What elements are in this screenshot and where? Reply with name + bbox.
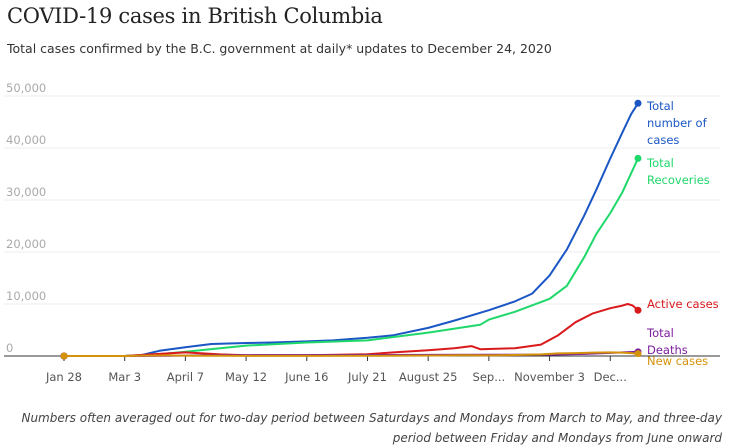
total-deaths-label-line: Deaths [647,343,688,357]
x-tick-label: Jan 28 [45,370,82,384]
total-recoveries-label: Total Recoveries [646,156,710,187]
new-cases-line [63,351,639,357]
total-number-of-cases-label-line: number of [647,116,708,130]
x-tick-label: August 25 [399,370,458,384]
x-tick-label: May 12 [225,370,267,384]
total-number-of-cases-label-line: Total [646,99,674,113]
x-tick-label: Mar 3 [108,370,141,384]
total-recoveries-line [63,157,639,357]
total-deaths-label: Total Deaths [646,326,688,357]
x-tick-label: Sep... [473,370,506,384]
total-recoveries-label-line: Total [646,156,674,170]
total-number-of-cases-label: Total number of cases [646,99,708,147]
y-tick-label: 30,000 [6,185,46,199]
x-axis-ticks: Jan 28 Mar 3 April 7 May 12 June 16 July 21 Au… [45,356,627,384]
chart-subtitle: Total cases confirmed by the B.C. govern… [7,41,552,56]
total-number-of-cases-label-line: cases [647,133,679,147]
y-tick-label: 20,000 [6,237,46,251]
y-tick-label: 10,000 [6,289,46,303]
total-recoveries-label-line: Recoveries [647,173,710,187]
series-labels: Total number of cases Total Recoveries Active… [646,99,719,368]
chart-title: COVID-19 cases in British Columbia [7,4,383,28]
total-deaths-label-line: Total [646,326,674,340]
footnote: Numbers often averaged out for two-day p… [21,411,722,445]
x-tick-label: July 21 [347,370,387,384]
x-tick-label: June 16 [284,370,328,384]
total-number-of-cases-line [63,102,639,357]
new-cases-label-line: New cases [647,354,708,368]
line-chart: 0 10,000 20,000 30,000 40,000 50,000 Jan 28 Ma… [4,81,720,384]
total-number-of-cases-end-point [634,99,642,107]
y-axis-ticks: 0 10,000 20,000 30,000 40,000 50,000 [6,81,46,355]
x-tick-label: April 7 [167,370,204,384]
y-tick-label: 50,000 [6,81,46,95]
active-cases-line [63,303,639,357]
gridlines [4,95,720,357]
active-cases-label: Active cases [647,297,719,311]
series-lines [60,99,642,360]
active-cases-end-point [634,306,642,314]
active-cases-label-line: Active cases [647,297,719,311]
total-recoveries-end-point [634,154,642,162]
x-tick-label: Dec... [594,370,627,384]
new-cases-label: New cases [647,354,708,368]
y-tick-label: 0 [6,341,13,355]
new-cases-start-point [60,352,68,360]
new-cases-end-point [634,350,642,358]
x-tick-label: November 3 [514,370,585,384]
y-tick-label: 40,000 [6,133,46,147]
